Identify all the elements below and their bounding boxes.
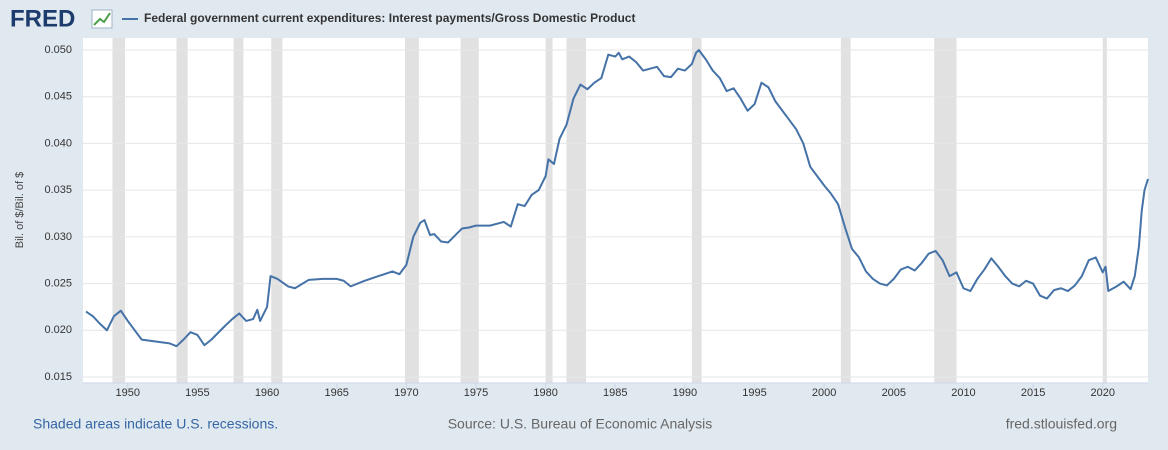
logo-icon [91, 9, 113, 29]
recession-band [233, 38, 244, 383]
recession-note[interactable]: Shaded areas indicate U.S. recessions. [33, 416, 278, 432]
y-axis-label: Bil. of $/Bil. of $ [14, 172, 26, 248]
y-tick-label: 0.050 [44, 44, 72, 56]
x-tick-label: 1950 [116, 387, 140, 399]
source: Source: U.S. Bureau of Economic Analysis [448, 416, 713, 432]
series-line [85, 49, 1149, 348]
legend-label: Federal government current expenditures:… [144, 11, 635, 25]
recession-band [271, 38, 283, 383]
x-tick-label: 1985 [603, 387, 627, 399]
recession-band [566, 38, 587, 383]
recession-band [840, 38, 851, 383]
x-tick-label: 2005 [882, 387, 906, 399]
x-tick-label: 2015 [1021, 387, 1045, 399]
x-tick-label: 2020 [1090, 387, 1114, 399]
recession-band [1102, 38, 1107, 383]
x-tick-label: 2010 [951, 387, 975, 399]
recession-band [545, 38, 553, 383]
y-tick-label: 0.040 [44, 137, 72, 149]
y-tick-label: 0.020 [44, 324, 72, 336]
recession-band [112, 38, 125, 383]
x-tick-label: 1990 [673, 387, 697, 399]
x-tick-label: 1975 [464, 387, 488, 399]
y-tick-label: 0.035 [44, 184, 72, 196]
recession-band [934, 38, 957, 383]
recession-band [176, 38, 188, 383]
plot-area [83, 38, 1148, 383]
recession-band [404, 38, 419, 383]
x-tick-label: 1970 [394, 387, 418, 399]
plot-layer [83, 38, 1148, 383]
y-tick-label: 0.025 [44, 277, 72, 289]
y-tick-label: 0.045 [44, 91, 72, 103]
x-tick-label: 1995 [742, 387, 766, 399]
x-tick-label: 1980 [533, 387, 557, 399]
recession-band [691, 38, 702, 383]
y-tick-label: 0.030 [44, 231, 72, 243]
x-tick-label: 1960 [255, 387, 279, 399]
y-tick-label: 0.015 [44, 371, 72, 383]
site[interactable]: fred.stlouisfed.org [1006, 416, 1117, 432]
x-tick-label: 1965 [324, 387, 348, 399]
x-tick-label: 1955 [185, 387, 209, 399]
logo[interactable]: FRED [10, 5, 75, 32]
recession-band [460, 38, 479, 383]
x-tick-label: 2000 [812, 387, 836, 399]
